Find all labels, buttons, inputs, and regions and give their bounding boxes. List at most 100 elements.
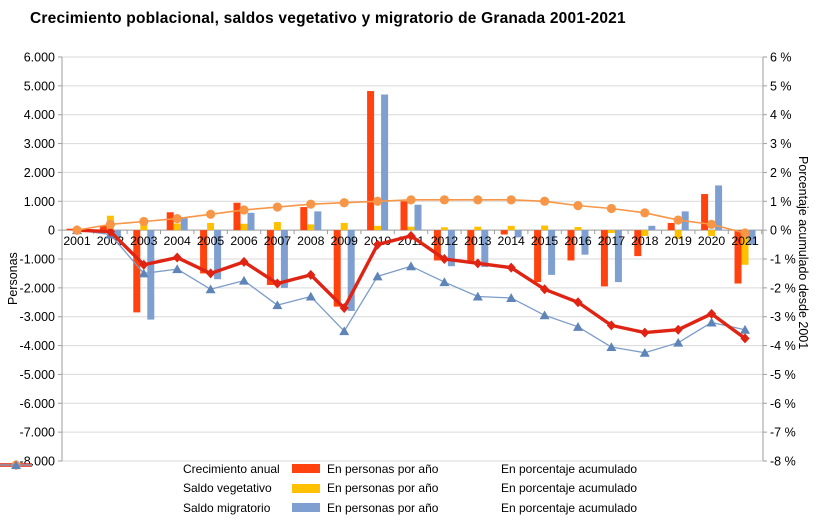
- bar-2008: [300, 207, 308, 231]
- circle-marker: [272, 202, 282, 212]
- bar-2005: [214, 230, 222, 280]
- bar-2010: [367, 91, 375, 231]
- triangle-marker: [539, 310, 550, 320]
- circle-marker: [339, 198, 349, 208]
- bar-2013: [467, 230, 475, 264]
- bar-2017: [600, 230, 608, 287]
- y-right-tick-label: -2 %: [770, 281, 796, 295]
- circle-marker: [640, 208, 650, 218]
- x-tick-label: 2021: [731, 234, 759, 248]
- bar-2021: [748, 230, 756, 245]
- diamond-marker: [206, 268, 216, 279]
- x-tick-label: 2008: [297, 234, 325, 248]
- x-tick-label: 2003: [130, 234, 158, 248]
- bar-2018: [641, 230, 649, 236]
- x-tick-label: 2009: [331, 234, 359, 248]
- bar-2006: [240, 223, 248, 231]
- diamond-marker: [105, 226, 115, 237]
- circle-marker: [473, 195, 483, 205]
- bar-2021: [734, 230, 742, 284]
- line-sample-vegetativo: [0, 460, 495, 494]
- bar-2017: [607, 230, 615, 234]
- x-tick-label: 2017: [598, 234, 626, 248]
- triangle-marker: [639, 347, 650, 357]
- legend-row-crecimiento: Crecimiento anual En personas por año En…: [0, 459, 816, 479]
- diamond-marker: [707, 308, 717, 319]
- diamond-marker: [573, 297, 583, 308]
- legend-series-name: Saldo migratorio: [183, 500, 271, 515]
- bar-2014: [500, 230, 508, 235]
- bar-2021: [741, 230, 749, 265]
- legend-row-vegetativo: Saldo vegetativo En personas por año En …: [0, 460, 816, 499]
- bar-2020: [701, 194, 709, 231]
- y-left-tick-label: 3.000: [24, 137, 55, 151]
- triangle-marker: [406, 261, 416, 271]
- bar-2013: [481, 230, 489, 268]
- x-tick-label: 2019: [665, 234, 693, 248]
- y-right-tick-label: 5 %: [770, 79, 792, 93]
- line-sample-crecimiento: [0, 460, 495, 475]
- legend-bar-label: En personas por año: [327, 461, 439, 476]
- diamond-marker: [306, 269, 316, 280]
- circle-marker: [540, 196, 550, 206]
- x-tick-label: 2001: [63, 234, 91, 248]
- bar-2009: [333, 230, 341, 307]
- diamond-marker: [272, 278, 282, 289]
- legend-bar-label: En personas por año: [327, 500, 439, 515]
- bar-2004: [166, 212, 174, 231]
- bar-2001: [66, 228, 74, 231]
- y-right-tick-label: -4 %: [770, 339, 796, 353]
- bar-2007: [266, 230, 274, 285]
- circle-marker: [740, 228, 750, 238]
- bar-swatch-crecimiento: [292, 464, 320, 474]
- bar-2003: [147, 230, 155, 320]
- x-tick-label: 2005: [197, 234, 225, 248]
- circle-marker: [673, 215, 683, 225]
- triangle-marker: [573, 322, 583, 331]
- bar-2016: [574, 226, 582, 231]
- legend-line-label: En porcentaje acumulado: [501, 461, 638, 476]
- y-right-tick-label: 4 %: [770, 108, 792, 122]
- bar-2004: [180, 217, 188, 231]
- circle-marker: [139, 216, 149, 227]
- y-right-tick-label: -5 %: [770, 368, 796, 382]
- bar-2004: [173, 223, 181, 231]
- bar-2008: [314, 211, 322, 231]
- triangle-marker: [606, 342, 617, 352]
- circle-marker: [72, 225, 82, 235]
- diamond-marker: [740, 333, 750, 344]
- y-right-tick-label: 6 %: [770, 51, 792, 65]
- triangle-marker: [339, 326, 350, 336]
- bar-2002: [99, 225, 107, 231]
- x-tick-label: 2014: [498, 234, 526, 248]
- diamond-marker: [139, 259, 149, 270]
- bar-2020: [715, 185, 723, 231]
- bar-2015: [548, 230, 556, 275]
- y-left-tick-label: 2.000: [24, 166, 55, 180]
- diamond-marker: [373, 239, 383, 250]
- bar-2011: [400, 201, 408, 231]
- y-left-tick-label: 4.000: [24, 108, 55, 122]
- legend-bar-label: En personas por año: [327, 481, 439, 496]
- bar-2006: [233, 202, 241, 231]
- y-right-tick-label: -3 %: [770, 310, 796, 324]
- diamond-marker: [640, 327, 650, 338]
- x-tick-label: 2006: [230, 234, 258, 248]
- y-left-tick-label: 1.000: [24, 195, 55, 209]
- diamond-marker: [439, 254, 449, 264]
- legend-series-name: Crecimiento anual: [183, 461, 280, 476]
- bar-2011: [407, 226, 415, 231]
- diamond-marker: [172, 252, 182, 263]
- y-left-tick-label: -1.000: [20, 253, 55, 267]
- triangle-marker: [205, 284, 216, 294]
- bar-2008: [307, 224, 315, 231]
- bar-2010: [381, 94, 389, 231]
- y-left-tick-label: 6.000: [24, 51, 55, 65]
- circle-marker: [707, 219, 717, 229]
- y-left-tick-label: 5.000: [24, 79, 55, 93]
- x-tick-label: 2004: [164, 234, 192, 248]
- x-tick-label: 2018: [631, 234, 659, 248]
- circle-marker: [406, 195, 416, 205]
- bar-2014: [507, 225, 515, 231]
